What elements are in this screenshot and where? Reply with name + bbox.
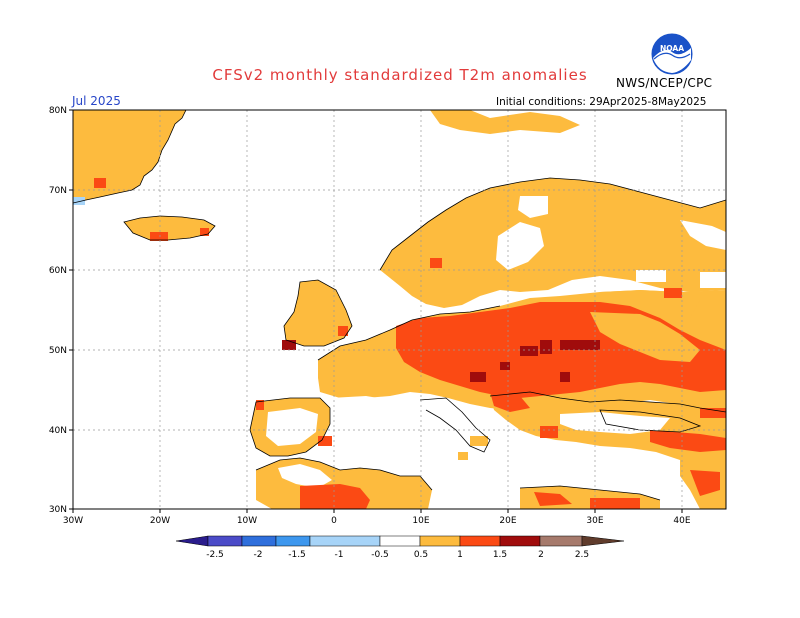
colorbar (175, 535, 625, 547)
lat-labels: 80N 70N 60N 50N 40N 30N (49, 106, 67, 515)
colorbar-segment (275, 535, 311, 547)
colorbar-label: -1.5 (288, 550, 306, 560)
coastlines (73, 110, 726, 501)
grid-lines (73, 110, 726, 509)
map-fill-layer (73, 110, 726, 509)
map-title: CFSv2 monthly standardized T2m anomalies (212, 66, 588, 84)
lon-labels: 30W 20W 10W 0 10E 20E 30E 40E (63, 516, 691, 526)
colorbar-segment (309, 535, 381, 547)
noaa-logo-text: NOAA (660, 44, 684, 53)
lon-label: 20W (150, 516, 170, 526)
map-frame (72, 109, 727, 510)
colorbar-label: -2 (254, 550, 263, 560)
lon-label: 30W (63, 516, 83, 526)
colorbar-label: 0.5 (414, 550, 428, 560)
colorbar-segment (207, 535, 243, 547)
organization-label: NWS/NCEP/CPC (616, 76, 713, 90)
colorbar-segment (499, 535, 541, 547)
colorbar-label: -0.5 (371, 550, 389, 560)
lat-label: 80N (49, 106, 67, 116)
lat-label: 40N (49, 426, 67, 436)
colorbar-arrow-high (581, 535, 625, 547)
colorbar-label: -2.5 (206, 550, 224, 560)
lat-label: 50N (49, 346, 67, 356)
lat-label: 30N (49, 505, 67, 515)
lon-label: 10E (412, 516, 429, 526)
initial-conditions: Initial conditions: 29Apr2025-8May2025 (496, 96, 707, 108)
colorbar-arrow-low (175, 535, 209, 547)
colorbar-segment (419, 535, 461, 547)
lon-label: 40E (673, 516, 690, 526)
tick-marks (69, 109, 683, 513)
month-label: Jul 2025 (72, 94, 121, 108)
greenland (73, 110, 186, 203)
lon-label: 0 (331, 516, 337, 526)
noaa-logo: NOAA (650, 32, 694, 76)
colorbar-segment (459, 535, 501, 547)
svalbard (430, 110, 580, 134)
colorbar-segment (241, 535, 277, 547)
colorbar-label: -1 (335, 550, 344, 560)
colorbar-label: 2.5 (575, 550, 589, 560)
iceland (124, 216, 215, 240)
colorbar-label: 1 (457, 550, 463, 560)
colorbar-label: 1.5 (493, 550, 507, 560)
british-isles (284, 280, 352, 346)
lat-label: 60N (49, 266, 67, 276)
lon-label: 30E (586, 516, 603, 526)
lon-label: 10W (237, 516, 257, 526)
lat-label: 70N (49, 186, 67, 196)
colorbar-segment (539, 535, 583, 547)
colorbar-label: 2 (538, 550, 544, 560)
colorbar-segment (379, 535, 421, 547)
lon-label: 20E (499, 516, 516, 526)
colorbar-labels: -2.5 -2 -1.5 -1 -0.5 0.5 1 1.5 2 2.5 (206, 550, 589, 560)
